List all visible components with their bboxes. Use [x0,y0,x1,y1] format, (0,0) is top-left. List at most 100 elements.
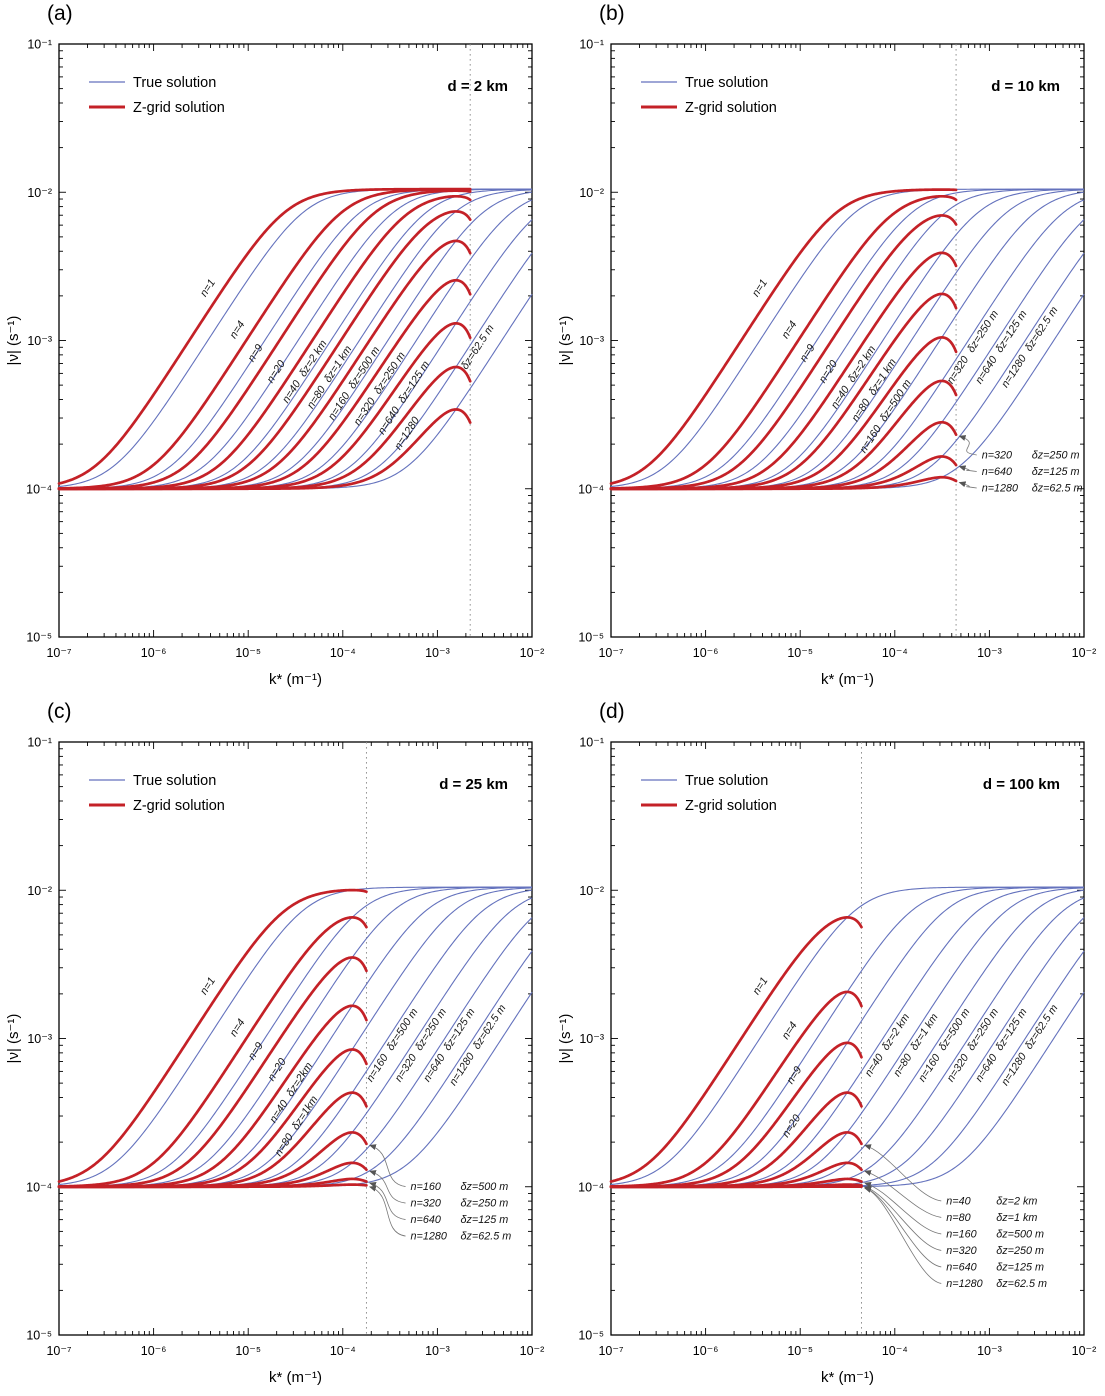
annotation-n-label: n=160 [411,1181,441,1193]
zgrid-curve-label-n4: n=4 [227,319,247,341]
x-tick-label: 10⁻⁷ [46,646,72,660]
y-tick-label: 10⁻¹ [27,736,52,750]
legend-label-true: True solution [133,75,216,91]
panel-a-chart: 10⁻⁷ 10⁻⁶ 10⁻⁵ 10⁻⁴ 10⁻³ 10⁻² 10⁻⁵ 10⁻⁴ 10⁻³ 10⁻²… [5,38,544,689]
zgrid-curve-label-n160: n=160δz=500 m [326,345,382,423]
annotation-n-label: n=1280 [411,1231,447,1243]
zgrid-curve-label-n160: n=160δz=500 m [857,377,913,455]
x-tick-label: 10⁻³ [977,646,1002,660]
zgrid-curve-n1280 [609,475,958,491]
annotation-dz-label: δz=125 m [1032,466,1080,478]
y-axis-title: |ν| (s⁻¹) [557,1014,574,1064]
x-tick-label: 10⁻⁶ [141,1344,167,1358]
x-tick-label: 10⁻⁶ [693,646,719,660]
zgrid-curve-n4 [57,916,368,1188]
x-tick-label: 10⁻² [1072,1344,1097,1358]
annotation-connector [958,435,977,456]
annotation-n-label: n=40 [946,1195,970,1207]
annotation-block: n=160 δz=500 m n=320 δz=250 m n=640 δz=125 m n… [368,1144,511,1243]
zgrid-solution-curves [57,888,368,1189]
zgrid-curve-label-n320: n=320δz=250 m [352,350,408,428]
axis-ticks [58,43,533,638]
annotation-dz-label: δz=250 m [1032,449,1080,461]
x-tick-label: 10⁻⁴ [330,1344,356,1358]
zgrid-curve-n4 [57,188,472,490]
zgrid-curve-n20 [609,1091,863,1189]
annotation-dz-label: δz=500 m [461,1181,509,1193]
panel-letter-d: (d) [599,700,625,723]
panel-b: 10⁻⁷ 10⁻⁶ 10⁻⁵ 10⁻⁴ 10⁻³ 10⁻² 10⁻⁵ 10⁻⁴ 10⁻³ 10⁻²… [553,0,1105,698]
x-tick-label: 10⁻⁶ [141,646,167,660]
panel-letter-a: (a) [47,2,73,25]
y-tick-label: 10⁻¹ [579,736,604,750]
zgrid-curve-n4 [609,990,863,1188]
plot-frame [610,43,1085,638]
annotation-n-label: n=80 [946,1212,970,1224]
zgrid-curve-n1 [57,888,368,1183]
true-curve-n80 [611,191,1085,490]
annotation-connector [864,1187,942,1284]
y-tick-label: 10⁻¹ [27,38,52,52]
y-tick-label: 10⁻² [579,186,604,200]
legend-label-zgrid: Z-grid solution [133,798,225,814]
zgrid-curve-label-n9: n=9 [246,1040,266,1062]
zgrid-curve-label-n4: n=4 [780,1020,800,1042]
x-tick-label: 10⁻⁵ [235,646,261,660]
annotation-connector [958,481,977,489]
annotation-n-label: n=1280 [946,1278,982,1290]
y-tick-label: 10⁻⁵ [578,631,604,645]
panel-title: d = 100 km [983,776,1060,793]
true-curve-n320 [611,917,1085,1188]
zgrid-curve-n1 [609,916,863,1183]
x-tick-label: 10⁻⁵ [235,1344,261,1358]
legend: True solution Z-grid solution [89,75,225,116]
x-tick-label: 10⁻⁷ [598,1344,624,1358]
plot-frame [58,43,533,638]
panel-c: 10⁻⁷ 10⁻⁶ 10⁻⁵ 10⁻⁴ 10⁻³ 10⁻² 10⁻⁵ 10⁻⁴ 10⁻³ 10⁻²… [1,698,553,1396]
annotation-connector [864,1170,942,1218]
x-tick-label: 10⁻⁴ [882,646,908,660]
zgrid-curve-n1280 [57,1183,368,1189]
zgrid-curve-n9 [57,189,472,491]
annotation-dz-label: δz=62.5 m [1032,482,1083,494]
annotation-dz-label: δz=1 km [996,1212,1037,1224]
annotation-dz-label: δz=2 km [996,1195,1037,1207]
y-tick-label: 10⁻⁴ [578,482,604,496]
zgrid-curve-label-n9: n=9 [798,342,818,364]
zgrid-curve-n1 [609,188,958,485]
panel-b-chart: 10⁻⁷ 10⁻⁶ 10⁻⁵ 10⁻⁴ 10⁻³ 10⁻² 10⁻⁵ 10⁻⁴ 10⁻³ 10⁻²… [557,38,1096,689]
zgrid-curve-label-n1: n=1 [750,975,770,997]
true-curve-n4 [610,188,1084,490]
y-tick-label: 10⁻⁵ [578,1329,604,1343]
zgrid-solution-curves [609,188,958,491]
y-tick-label: 10⁻⁴ [578,1180,604,1194]
zgrid-curve-n1280 [57,408,472,491]
axis-ticks [610,43,1085,638]
legend-label-zgrid: Z-grid solution [685,798,777,814]
panel-title: d = 2 km [448,78,508,95]
annotation-connector [368,1144,406,1187]
x-tick-label: 10⁻⁴ [882,1344,908,1358]
zgrid-curve-label-n9: n=9 [246,342,266,364]
zgrid-curve-label-n1: n=1 [750,277,770,299]
annotation-n-label: n=640 [411,1214,441,1226]
y-tick-label: 10⁻² [27,186,52,200]
axis-tick-labels: 10⁻⁷ 10⁻⁶ 10⁻⁵ 10⁻⁴ 10⁻³ 10⁻² 10⁻⁵ 10⁻⁴ 10⁻³ 10⁻²… [578,736,1096,1359]
x-tick-label: 10⁻⁷ [46,1344,72,1358]
zgrid-curve-label-n1280: n=1280 [392,415,422,452]
zgrid-solution-curves [57,187,472,491]
annotation-connector [368,1185,406,1237]
zgrid-curve-n20 [57,194,472,491]
legend-label-true: True solution [133,773,216,789]
legend: True solution Z-grid solution [641,75,777,116]
legend: True solution Z-grid solution [89,773,225,814]
annotation-n-label: n=1280 [982,482,1018,494]
y-tick-label: 10⁻¹ [579,38,604,52]
x-axis-title: k* (m⁻¹) [821,671,874,688]
true-curve-n640 [59,252,533,490]
x-tick-label: 10⁻⁴ [330,646,356,660]
axis-ticks [58,741,533,1336]
zgrid-curve-n20 [57,1004,368,1189]
y-tick-label: 10⁻³ [27,1032,52,1046]
x-tick-label: 10⁻³ [425,1344,450,1358]
